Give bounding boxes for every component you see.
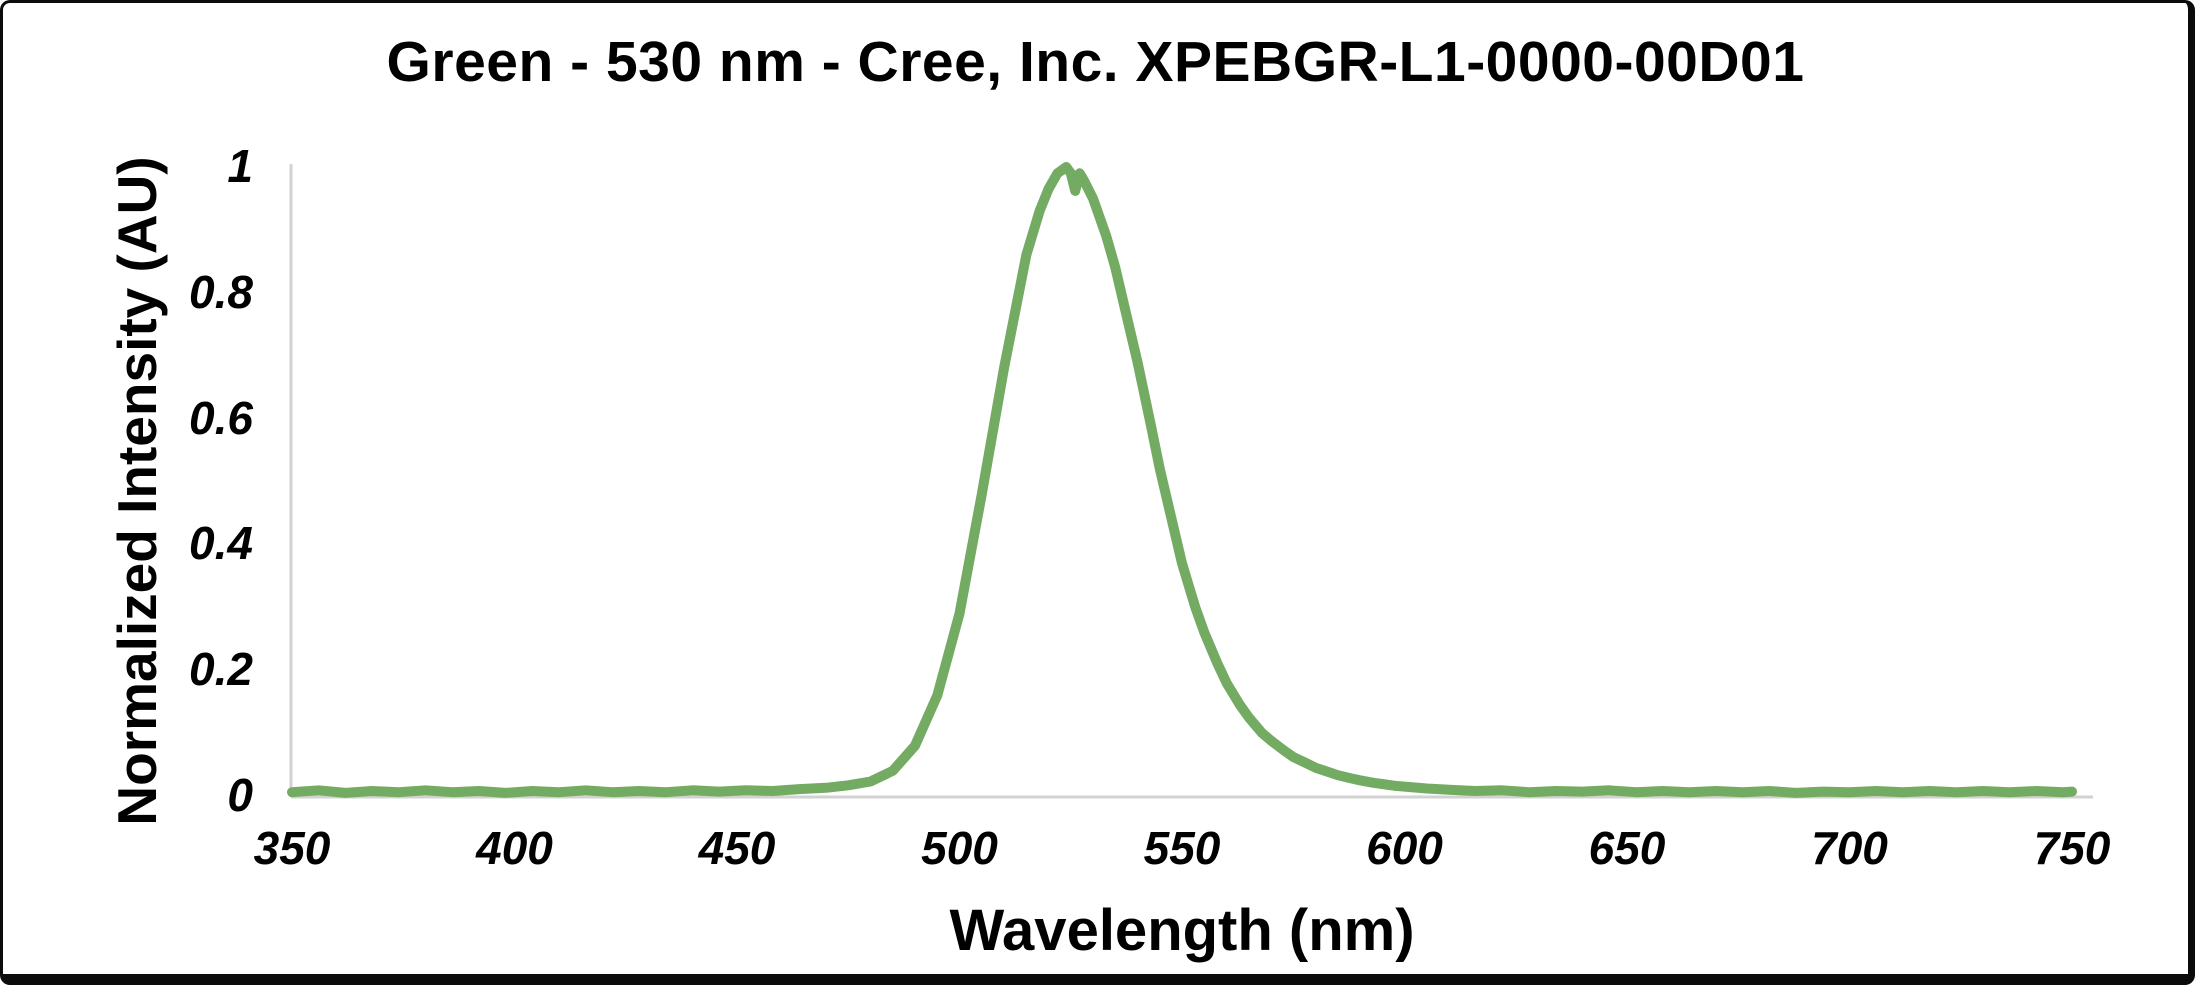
x-tick-label: 700 (1811, 822, 1888, 874)
x-tick-label: 350 (253, 822, 331, 874)
x-tick-label: 550 (1143, 822, 1221, 874)
spectrum-curve (287, 162, 2077, 798)
x-tick-label: 600 (1366, 822, 1443, 874)
x-tick-label: 400 (476, 822, 553, 874)
y-tick-label: 0.2 (189, 643, 253, 696)
plot-area (287, 162, 2093, 799)
y-tick-label: 0.4 (189, 517, 253, 570)
x-tick-label: 500 (921, 822, 998, 874)
y-tick-label: 0.6 (189, 391, 253, 444)
x-tick-label: 450 (698, 822, 776, 874)
y-tick-label: 0.8 (189, 265, 253, 318)
y-tick-label: 0 (227, 768, 253, 821)
x-axis-title: Wavelength (nm) (949, 898, 1415, 963)
y-tick-label: 1 (227, 139, 253, 192)
axis-lines (289, 164, 2093, 799)
x-tick-label: 750 (2033, 822, 2111, 874)
x-tick-label: 650 (1588, 822, 1666, 874)
chart-title: Green - 530 nm - Cree, Inc. XPEBGR-L1-00… (386, 30, 1805, 94)
